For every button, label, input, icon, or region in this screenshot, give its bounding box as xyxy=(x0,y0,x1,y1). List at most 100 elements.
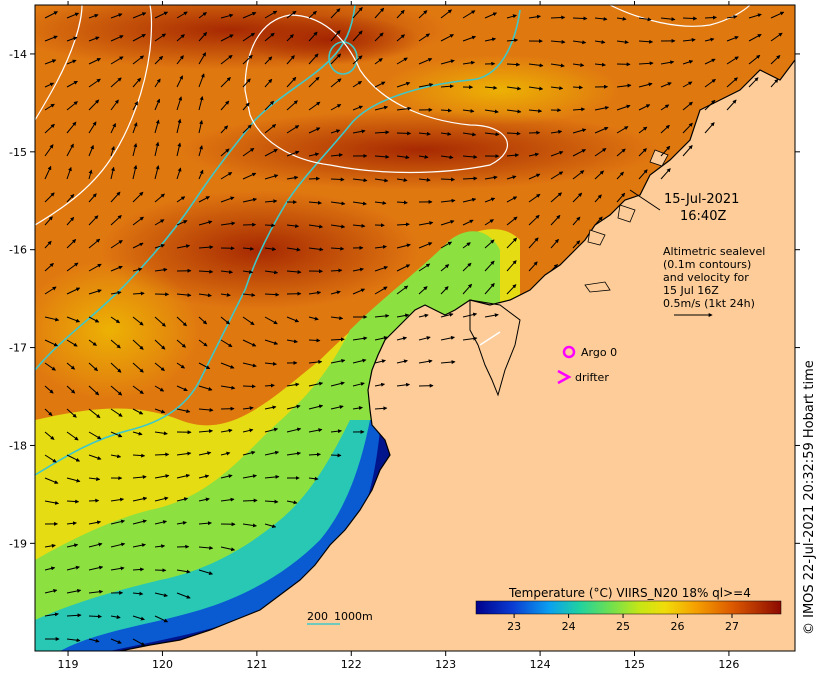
velocity-arrow xyxy=(616,148,626,157)
velocity-arrow xyxy=(132,164,138,180)
velocity-arrow xyxy=(132,242,144,249)
velocity-arrow xyxy=(396,57,408,65)
velocity-arrow xyxy=(506,175,517,180)
velocity-arrow xyxy=(594,40,606,44)
velocity-arrow xyxy=(352,201,367,206)
velocity-arrow xyxy=(572,170,585,180)
velocity-arrow xyxy=(220,428,233,433)
velocity-arrow xyxy=(440,286,449,295)
velocity-arrow xyxy=(132,431,143,436)
velocity-arrow xyxy=(418,131,431,136)
velocity-arrow xyxy=(44,408,53,416)
velocity-arrow xyxy=(110,56,124,65)
velocity-arrow xyxy=(418,336,431,341)
velocity-arrow xyxy=(198,429,214,434)
velocity-arrow xyxy=(132,267,143,272)
velocity-arrow xyxy=(66,12,80,19)
velocity-arrow xyxy=(572,40,587,45)
velocity-arrow xyxy=(176,34,185,42)
velocity-arrow xyxy=(638,126,648,134)
velocity-arrow xyxy=(462,312,478,318)
velocity-arrow xyxy=(132,77,142,88)
velocity-arrow xyxy=(264,247,277,252)
velocity-arrow xyxy=(88,58,102,65)
velocity-arrows xyxy=(44,7,785,646)
velocity-arrow xyxy=(44,589,58,594)
time-label: 16:40Z xyxy=(680,209,726,224)
velocity-arrow xyxy=(374,286,388,295)
velocity-arrow xyxy=(330,358,346,364)
velocity-arrow xyxy=(110,385,123,396)
sealevel-contour xyxy=(609,5,751,27)
velocity-arrow xyxy=(110,145,115,157)
velocity-arrow xyxy=(198,96,204,111)
velocity-arrow xyxy=(748,77,759,88)
velocity-arrow xyxy=(110,431,123,438)
velocity-arrow xyxy=(44,144,54,157)
velocity-arrow xyxy=(308,359,323,364)
velocity-arrow xyxy=(198,385,213,391)
velocity-arrow xyxy=(572,63,585,68)
velocity-arrow xyxy=(330,405,344,410)
velocity-arrow xyxy=(506,260,517,272)
velocity-arrow xyxy=(110,362,122,373)
velocity-arrow xyxy=(440,177,456,182)
velocity-arrow xyxy=(748,13,762,19)
velocity-arrow xyxy=(660,124,670,134)
velocity-arrow xyxy=(154,431,168,436)
velocity-arrow xyxy=(154,165,160,180)
velocity-arrow xyxy=(176,520,187,525)
velocity-arrow xyxy=(506,216,518,226)
velocity-arrow xyxy=(88,263,102,272)
velocity-arrow xyxy=(66,408,77,418)
velocity-arrow xyxy=(528,63,544,68)
velocity-arrow xyxy=(132,291,145,296)
velocity-arrow xyxy=(198,362,211,370)
velocity-arrow xyxy=(66,36,78,42)
velocity-arrow xyxy=(198,73,205,88)
velocity-arrow xyxy=(572,216,581,226)
velocity-arrow xyxy=(484,313,499,318)
velocity-arrow xyxy=(66,521,77,526)
velocity-arrow xyxy=(88,520,102,525)
velocity-arrow xyxy=(154,408,166,414)
velocity-arrow xyxy=(462,60,476,65)
velocity-arrow xyxy=(352,288,366,295)
velocity-arrow xyxy=(352,105,364,111)
depth-contour-200m xyxy=(35,9,521,476)
velocity-arrow xyxy=(198,521,212,526)
velocity-arrow xyxy=(550,192,563,203)
velocity-arrow xyxy=(374,336,388,341)
velocity-arrow xyxy=(44,339,59,347)
velocity-arrow xyxy=(88,614,102,619)
velocity-arrow xyxy=(242,339,257,347)
velocity-arrow xyxy=(418,177,431,182)
velocity-arrow xyxy=(506,153,520,158)
velocity-arrow xyxy=(44,286,57,295)
lon-tick-label: 125 xyxy=(624,658,645,671)
lat-tick-label: -15 xyxy=(9,146,27,159)
velocity-arrow xyxy=(286,224,300,228)
velocity-arrow xyxy=(132,567,145,572)
velocity-arrow xyxy=(198,569,214,575)
velocity-arrow xyxy=(44,123,55,134)
velocity-arrow xyxy=(242,474,257,479)
velocity-arrow xyxy=(308,338,321,343)
velocity-arrow xyxy=(572,107,586,112)
velocity-arrow xyxy=(330,224,346,229)
velocity-arrow xyxy=(176,408,191,414)
velocity-arrow xyxy=(374,244,387,249)
velocity-arrow xyxy=(220,451,231,456)
velocity-arrow xyxy=(286,269,302,274)
velocity-arrow xyxy=(726,14,738,19)
velocity-arrow xyxy=(506,196,518,203)
velocity-arrow xyxy=(528,214,540,226)
velocity-arrow xyxy=(242,124,252,134)
velocity-arrow xyxy=(66,339,78,347)
velocity-arrow xyxy=(242,147,255,157)
velocity-arrow xyxy=(198,120,204,134)
velocity-arrow xyxy=(198,220,213,226)
velocity-arrow xyxy=(770,11,785,19)
velocity-arrow xyxy=(484,109,499,114)
velocity-arrow xyxy=(154,496,169,502)
